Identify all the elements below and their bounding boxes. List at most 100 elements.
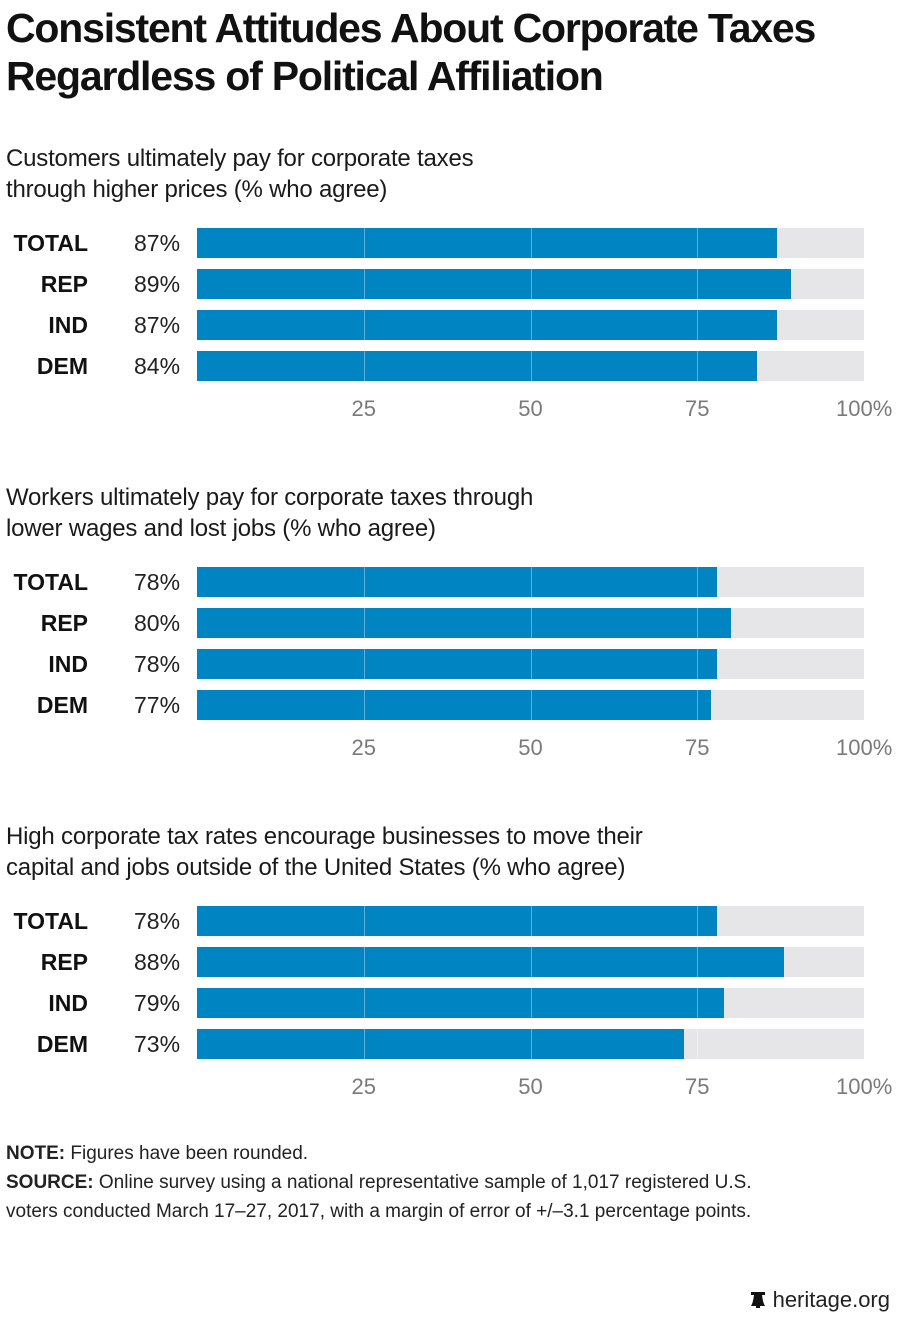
gridline-75 xyxy=(697,690,699,720)
category-label-rep: REP xyxy=(40,610,88,636)
gridline-25 xyxy=(363,351,365,381)
category-label-ind: IND xyxy=(48,312,88,338)
x-tick-label: 75 xyxy=(685,1074,710,1099)
gridline-75 xyxy=(697,649,699,679)
chart-1-subtitle-line-2: through higher prices (% who agree) xyxy=(6,176,388,203)
source: SOURCE: Online survey using a national r… xyxy=(6,1168,752,1197)
chart-2-subtitle-line-1: Workers ultimately pay for corporate tax… xyxy=(6,484,534,511)
x-tick-label: 100% xyxy=(836,396,893,421)
bar-rep xyxy=(197,947,784,977)
liberty-bell-icon xyxy=(750,1292,765,1308)
chart-3-subtitle-line-1: High corporate tax rates encourage busin… xyxy=(6,823,643,850)
bar-ind xyxy=(197,310,778,340)
bar-track-ind xyxy=(197,310,864,340)
value-label-dem: 73% xyxy=(134,1031,181,1057)
gridline-25 xyxy=(363,988,365,1018)
bar-track-rep xyxy=(197,947,864,977)
gridline-25 xyxy=(363,310,365,340)
gridline-75 xyxy=(697,269,699,299)
bar-rep xyxy=(197,608,731,638)
value-label-ind: 87% xyxy=(134,312,181,338)
x-tick-label: 50 xyxy=(518,1074,543,1099)
gridline-75 xyxy=(697,1029,699,1059)
gridline-50 xyxy=(530,1029,532,1059)
gridline-50 xyxy=(530,351,532,381)
chart-2-subtitle-line-2: lower wages and lost jobs (% who agree) xyxy=(6,515,436,542)
bar-track-ind xyxy=(197,649,864,679)
bar-ind xyxy=(197,988,724,1018)
x-tick-label: 75 xyxy=(685,735,710,760)
value-label-rep: 89% xyxy=(134,271,181,297)
value-label-ind: 79% xyxy=(134,990,181,1016)
x-tick-label: 25 xyxy=(351,396,376,421)
source-continued: voters conducted March 17–27, 2017, with… xyxy=(6,1201,752,1222)
gridline-75 xyxy=(697,947,699,977)
gridline-50 xyxy=(530,947,532,977)
gridline-75 xyxy=(697,351,699,381)
chart-1-subtitle-line-1: Customers ultimately pay for corporate t… xyxy=(6,145,474,172)
gridline-50 xyxy=(530,608,532,638)
x-tick-label: 75 xyxy=(685,396,710,421)
bar-total xyxy=(197,228,778,258)
category-label-rep: REP xyxy=(40,271,88,297)
category-label-total: TOTAL xyxy=(13,230,88,256)
bar-track-ind xyxy=(197,988,864,1018)
gridline-25 xyxy=(363,906,365,936)
category-label-ind: IND xyxy=(48,651,88,677)
value-label-dem: 77% xyxy=(134,692,181,718)
gridline-25 xyxy=(363,1029,365,1059)
gridline-25 xyxy=(363,649,365,679)
gridline-75 xyxy=(697,988,699,1018)
bar-track-total xyxy=(197,228,864,258)
x-tick-label: 100% xyxy=(836,1074,893,1099)
gridline-75 xyxy=(697,608,699,638)
heritage-logo[interactable]: heritage.org xyxy=(749,1287,890,1313)
bar-dem xyxy=(197,690,711,720)
gridline-50 xyxy=(530,228,532,258)
gridline-75 xyxy=(697,906,699,936)
category-label-total: TOTAL xyxy=(13,908,88,934)
x-tick-label: 50 xyxy=(518,735,543,760)
value-label-total: 78% xyxy=(134,569,181,595)
bar-dem xyxy=(197,1029,684,1059)
gridline-25 xyxy=(363,269,365,299)
note: NOTE: Figures have been rounded. xyxy=(6,1139,308,1168)
logo-text: heritage.org xyxy=(772,1287,890,1312)
note-text: Figures have been rounded. xyxy=(65,1143,309,1164)
bar-track-rep xyxy=(197,269,864,299)
bar-rep xyxy=(197,269,791,299)
category-label-dem: DEM xyxy=(36,353,88,379)
category-label-rep: REP xyxy=(40,949,88,975)
x-tick-label: 100% xyxy=(836,735,893,760)
note-label: NOTE: xyxy=(6,1143,66,1164)
gridline-50 xyxy=(530,310,532,340)
value-label-rep: 80% xyxy=(134,610,181,636)
source-label: SOURCE: xyxy=(6,1172,94,1193)
category-label-total: TOTAL xyxy=(13,569,88,595)
value-label-total: 87% xyxy=(134,230,181,256)
gridline-75 xyxy=(697,228,699,258)
gridline-50 xyxy=(530,567,532,597)
gridline-50 xyxy=(530,690,532,720)
bar-track-total xyxy=(197,906,864,936)
gridline-25 xyxy=(363,228,365,258)
gridline-25 xyxy=(363,608,365,638)
bar-track-dem xyxy=(197,1029,864,1059)
gridline-25 xyxy=(363,690,365,720)
x-tick-label: 25 xyxy=(351,1074,376,1099)
x-tick-label: 50 xyxy=(518,396,543,421)
gridline-50 xyxy=(530,906,532,936)
bar-total xyxy=(197,567,718,597)
gridline-75 xyxy=(697,310,699,340)
chart-3-subtitle-line-2: capital and jobs outside of the United S… xyxy=(6,854,626,881)
gridline-50 xyxy=(530,649,532,679)
value-label-total: 78% xyxy=(134,908,181,934)
category-label-dem: DEM xyxy=(36,692,88,718)
gridline-50 xyxy=(530,269,532,299)
bar-track-total xyxy=(197,567,864,597)
category-label-dem: DEM xyxy=(36,1031,88,1057)
x-tick-label: 25 xyxy=(351,735,376,760)
value-label-dem: 84% xyxy=(134,353,181,379)
value-label-rep: 88% xyxy=(134,949,181,975)
source-text-1: Online survey using a national represent… xyxy=(93,1172,752,1193)
